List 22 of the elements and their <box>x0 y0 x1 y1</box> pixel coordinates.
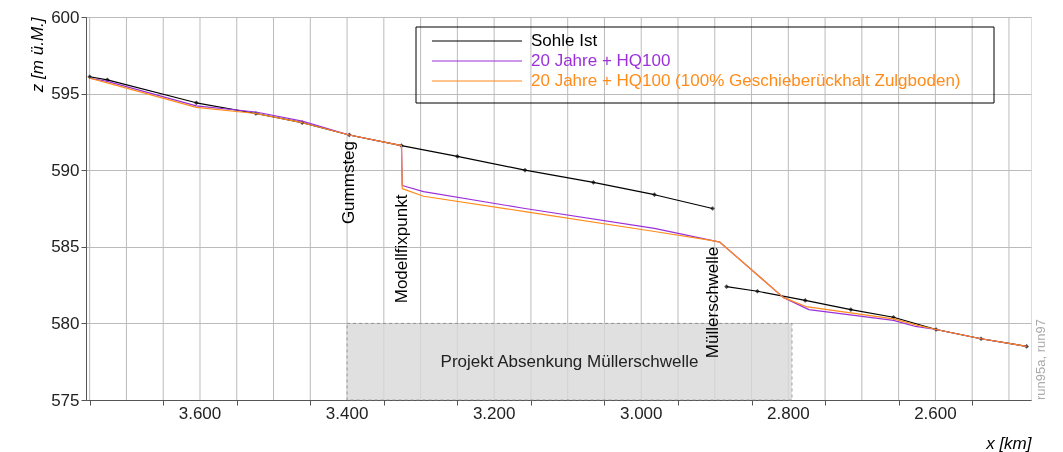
annotation: Gummsteg <box>339 140 359 225</box>
y-tick-label: 580 <box>51 313 80 333</box>
x-tick-label: 3.200 <box>472 404 516 423</box>
y-tick-label: 585 <box>51 237 80 257</box>
band-label: Projekt Absenkung Müllerschwelle <box>440 351 699 371</box>
x-tick-label: 2.600 <box>914 404 957 423</box>
x-tick-label: 3.600 <box>178 404 222 423</box>
y-tick-label: 600 <box>51 7 80 27</box>
y-tick-label: 575 <box>51 390 80 410</box>
annotation: Modellfixpunkt <box>392 194 412 304</box>
y-axis-title: z [m ü.M.] <box>28 16 48 94</box>
x-tick-label: 3.400 <box>325 404 369 423</box>
annotation: Müllerschwelle <box>702 246 722 359</box>
text: 20 Jahre + HQ100 <box>531 51 671 70</box>
x-tick-label: 3.000 <box>619 404 663 423</box>
y-tick-label: 590 <box>51 160 80 180</box>
x-axis-title: x [km] <box>985 434 1033 452</box>
x-tick-label: 2.800 <box>767 404 810 423</box>
text: run95a, run97 <box>1033 319 1048 400</box>
y-tick-label: 595 <box>51 84 80 104</box>
text: Sohle Ist <box>531 31 598 50</box>
text: 20 Jahre + HQ100 (100% Geschieberückhalt Zulgboden) <box>531 71 961 90</box>
